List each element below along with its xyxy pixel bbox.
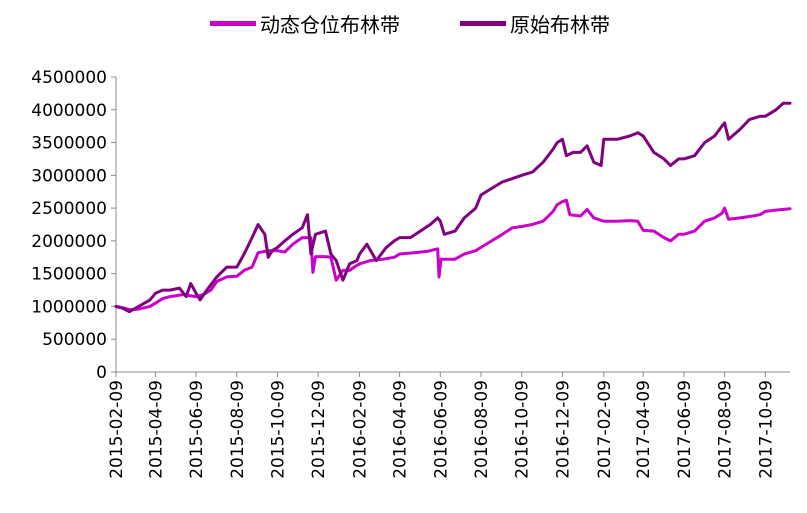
y-tick-label: 1500000	[31, 265, 107, 285]
y-tick-label: 3500000	[31, 134, 107, 154]
series-line-original	[114, 101, 792, 314]
legend-label-original: 原始布林带	[510, 12, 610, 37]
x-tick-label: 2017-06-09	[675, 380, 695, 479]
x-tick-label: 2015-06-09	[187, 380, 207, 479]
legend-item-original: 原始布林带	[460, 6, 610, 40]
y-tick-label: 500000	[42, 330, 107, 350]
x-tick-label: 2015-08-09	[228, 380, 248, 479]
x-tick-label: 2015-10-09	[268, 380, 288, 479]
legend-swatch-dynamic	[210, 20, 256, 26]
x-tick-label: 2016-02-09	[351, 380, 371, 479]
y-tick-label: 2000000	[31, 232, 107, 252]
x-tick-label: 2016-10-09	[513, 380, 533, 479]
x-tick-label: 2017-04-09	[634, 380, 654, 479]
x-tick-label: 2015-02-09	[107, 380, 127, 479]
legend-label-dynamic: 动态仓位布林带	[260, 12, 400, 37]
y-axis: 0 500000 1000000 1500000 2000000 2500000 30000…	[31, 68, 117, 383]
chart-legend: 动态仓位布林带 原始布林带	[0, 6, 807, 40]
series-layer	[114, 101, 792, 314]
x-tick-label: 2016-12-09	[553, 380, 573, 479]
y-tick-label: 1000000	[31, 297, 107, 317]
x-tick-label: 2016-08-09	[472, 380, 492, 479]
x-tick-label: 2017-02-09	[595, 380, 615, 479]
series-line-dynamic	[114, 198, 792, 312]
x-tick-label: 2017-08-09	[716, 380, 736, 479]
x-tick-label: 2015-04-09	[146, 380, 166, 479]
y-tick-label: 4000000	[31, 101, 107, 121]
legend-swatch-original	[460, 20, 506, 26]
x-tick-label: 2015-12-09	[309, 380, 329, 479]
x-tick-label: 2016-06-09	[431, 380, 451, 479]
x-axis: 2015-02-09 2015-04-09 2015-06-09 2015-08-09…	[107, 371, 790, 479]
legend-item-dynamic: 动态仓位布林带	[210, 6, 400, 40]
y-tick-label: 3000000	[31, 166, 107, 186]
y-tick-label: 2500000	[31, 199, 107, 219]
y-tick-label: 4500000	[31, 68, 107, 88]
x-tick-label: 2016-04-09	[391, 380, 411, 479]
x-tick-label: 2017-10-09	[756, 380, 776, 479]
y-tick-label: 0	[96, 363, 107, 383]
